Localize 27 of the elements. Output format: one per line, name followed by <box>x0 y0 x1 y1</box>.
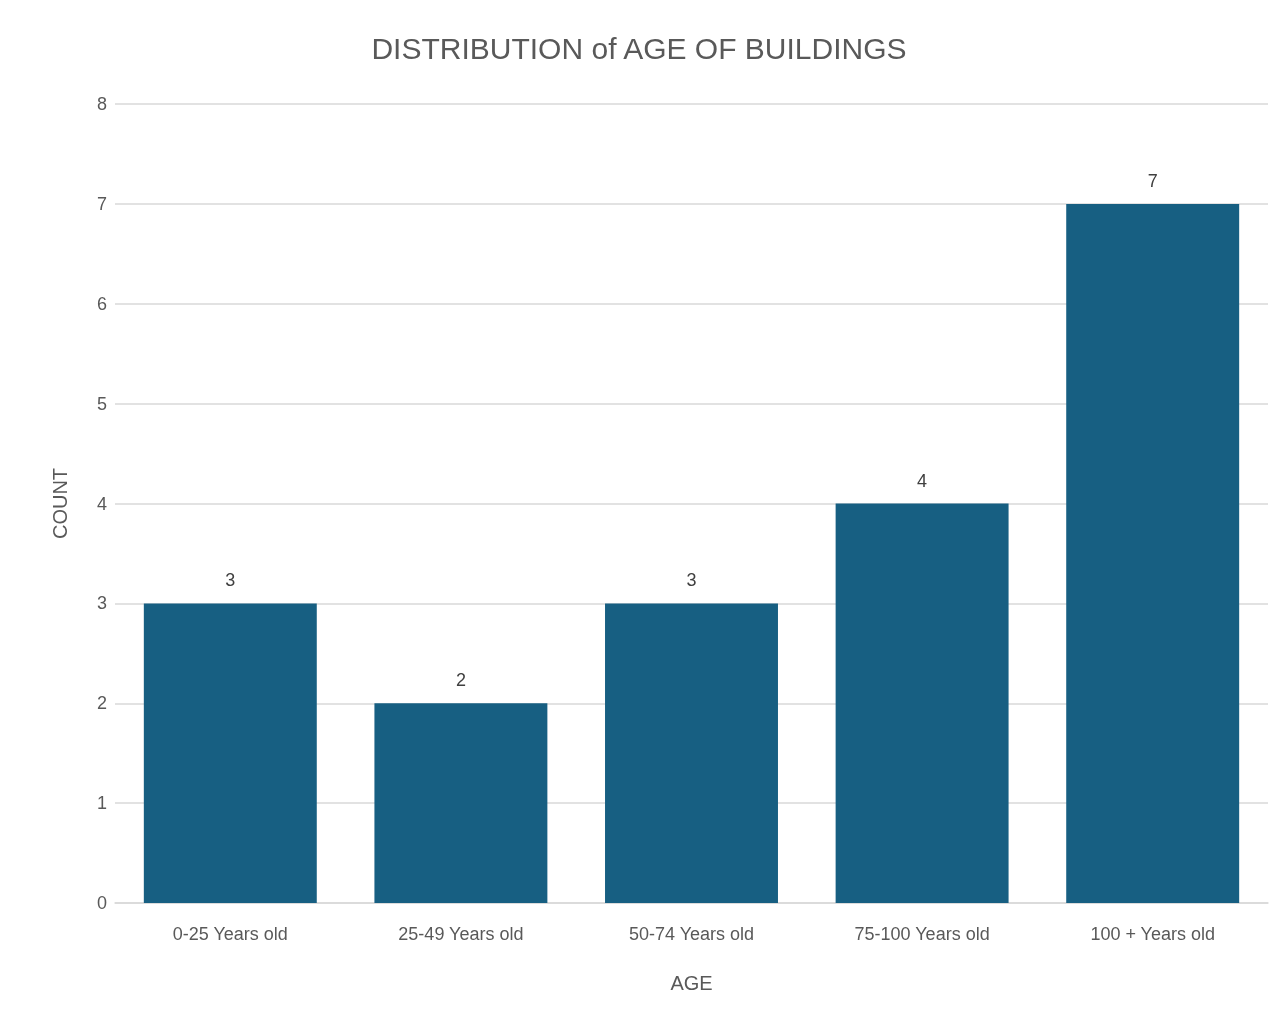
x-tick-label: 50-74 Years old <box>628 924 755 944</box>
data-label: 3 <box>686 570 697 591</box>
x-axis-title: AGE <box>670 972 713 994</box>
y-tick-label: 7 <box>96 193 107 214</box>
x-tick-label: 100 + Years old <box>1090 924 1216 944</box>
y-tick-label: 3 <box>96 593 107 614</box>
y-tick-label: 6 <box>96 293 107 314</box>
bar <box>374 703 548 903</box>
x-tick-label: 0-25 Years old <box>172 924 288 944</box>
x-tick-label: 25-49 Years old <box>398 924 524 944</box>
y-tick-label: 2 <box>96 693 107 714</box>
data-label: 7 <box>1147 170 1158 191</box>
bar <box>605 603 778 903</box>
y-axis-title: COUNT <box>49 467 71 540</box>
chart-title: DISTRIBUTION of AGE OF BUILDINGS <box>371 31 907 65</box>
x-tick-label: 75-100 Years old <box>854 924 990 944</box>
data-label: 4 <box>917 470 928 491</box>
data-label: 2 <box>455 670 466 691</box>
y-tick-label: 8 <box>96 94 107 114</box>
bar <box>835 503 1009 903</box>
y-tick-label: 4 <box>96 493 107 514</box>
bar <box>1066 203 1240 903</box>
y-tick-label: 1 <box>96 793 107 814</box>
y-tick-label: 5 <box>96 393 107 414</box>
bar <box>143 603 317 903</box>
data-label: 3 <box>225 570 236 591</box>
y-tick-label: 0 <box>96 893 107 913</box>
